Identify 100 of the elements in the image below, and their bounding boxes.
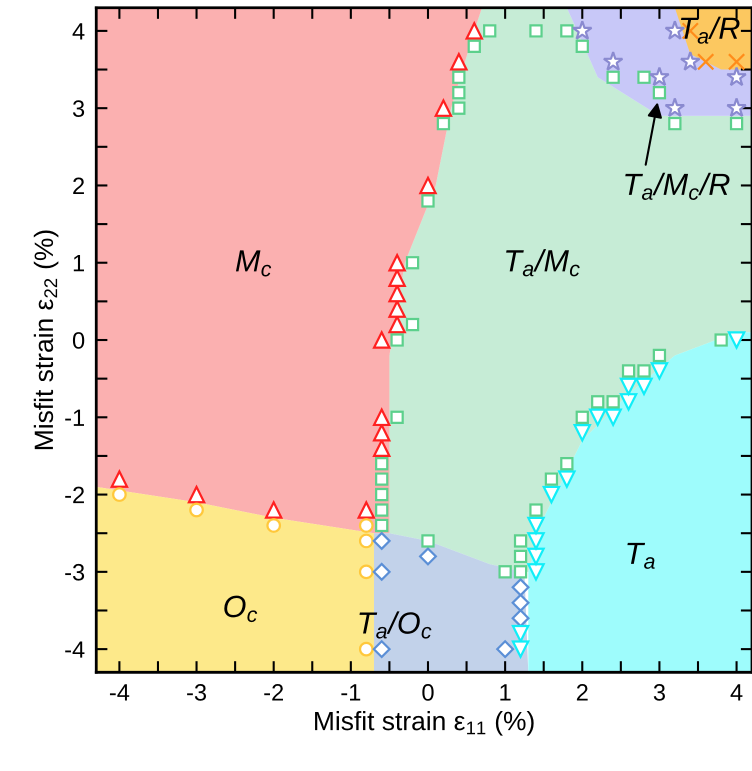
point xyxy=(358,501,376,519)
point xyxy=(372,408,390,426)
point xyxy=(728,53,746,71)
point xyxy=(112,487,127,502)
x-tick-label: -2 xyxy=(264,684,284,701)
point xyxy=(498,565,512,579)
point xyxy=(406,318,420,332)
point xyxy=(266,518,282,533)
point xyxy=(188,486,206,504)
annotation: T$_{a}$/R xyxy=(680,16,740,44)
point xyxy=(375,472,388,486)
point xyxy=(637,70,651,84)
point xyxy=(372,562,391,581)
point xyxy=(529,24,543,38)
point xyxy=(372,640,391,658)
x-tick-label: 3 xyxy=(654,684,665,701)
point xyxy=(434,99,452,117)
point xyxy=(650,362,668,380)
point xyxy=(602,50,624,71)
y-tick-label: 3 xyxy=(72,100,84,117)
point xyxy=(606,70,620,84)
y-tick-label: 1 xyxy=(74,255,84,272)
point xyxy=(468,40,481,54)
point xyxy=(714,333,728,347)
point xyxy=(512,640,530,658)
point xyxy=(664,97,686,118)
point xyxy=(527,548,545,566)
annotation: T$_{a}$/M$_{c}$ xyxy=(506,249,580,276)
annotation: O$_{c}$ xyxy=(224,596,258,622)
y-tick-label: 0 xyxy=(72,332,84,349)
point xyxy=(375,503,388,517)
point xyxy=(668,116,682,130)
point xyxy=(726,97,747,118)
point xyxy=(452,70,466,84)
point xyxy=(635,378,653,396)
point xyxy=(620,393,638,411)
x-tick-label: -3 xyxy=(187,684,206,701)
point xyxy=(652,86,666,100)
point xyxy=(514,534,528,548)
point xyxy=(637,364,651,378)
y-tick-label: -4 xyxy=(65,641,84,658)
point xyxy=(483,24,496,38)
point xyxy=(419,547,437,566)
point xyxy=(372,532,391,550)
point xyxy=(388,316,406,334)
point xyxy=(680,50,701,71)
point xyxy=(372,331,390,349)
y-tick-label: 4 xyxy=(72,23,84,40)
point xyxy=(390,410,404,424)
point xyxy=(388,300,406,318)
annotation: T$_{a}$ xyxy=(627,542,655,569)
point xyxy=(514,565,528,579)
point xyxy=(529,503,543,517)
annotation: T$_{a}$/O$_{c}$ xyxy=(359,611,432,639)
x-tick-label: 1 xyxy=(500,684,511,701)
point xyxy=(696,53,714,71)
x-tick-label: 0 xyxy=(422,684,434,701)
point xyxy=(512,578,530,596)
point xyxy=(512,624,530,642)
point xyxy=(622,364,636,378)
y-tick-label: -2 xyxy=(65,486,84,504)
point xyxy=(358,518,374,533)
point xyxy=(560,24,574,38)
x-tick-label: -1 xyxy=(341,684,360,701)
point xyxy=(436,116,450,130)
point xyxy=(375,456,388,470)
point xyxy=(527,516,545,534)
y-tick-label: -1 xyxy=(65,410,84,426)
point xyxy=(649,66,670,86)
point xyxy=(358,642,374,656)
point xyxy=(542,486,560,504)
point xyxy=(726,66,747,86)
point xyxy=(574,424,592,442)
point xyxy=(466,22,484,40)
point xyxy=(496,640,514,658)
point xyxy=(450,53,468,71)
point xyxy=(512,594,530,612)
point xyxy=(588,408,606,426)
x-axis-title: Misfit strain ε$_{11}$ (%) xyxy=(315,710,534,736)
point xyxy=(452,86,466,100)
point xyxy=(620,378,638,396)
point xyxy=(544,472,558,486)
point xyxy=(189,502,204,518)
point xyxy=(390,333,404,347)
point xyxy=(421,534,435,548)
point xyxy=(452,102,466,115)
point xyxy=(264,501,282,519)
point xyxy=(527,532,545,550)
point xyxy=(358,564,374,580)
point xyxy=(406,256,420,270)
x-tick-label: -4 xyxy=(110,684,130,701)
point xyxy=(606,395,620,408)
point xyxy=(419,176,437,194)
y-tick-label: 2 xyxy=(73,178,84,194)
annotation: T$_{a}$/M$_{c}$/R xyxy=(625,172,730,200)
point xyxy=(527,563,545,581)
point xyxy=(652,348,666,362)
point xyxy=(375,518,388,532)
point xyxy=(110,470,128,488)
point xyxy=(604,408,622,426)
